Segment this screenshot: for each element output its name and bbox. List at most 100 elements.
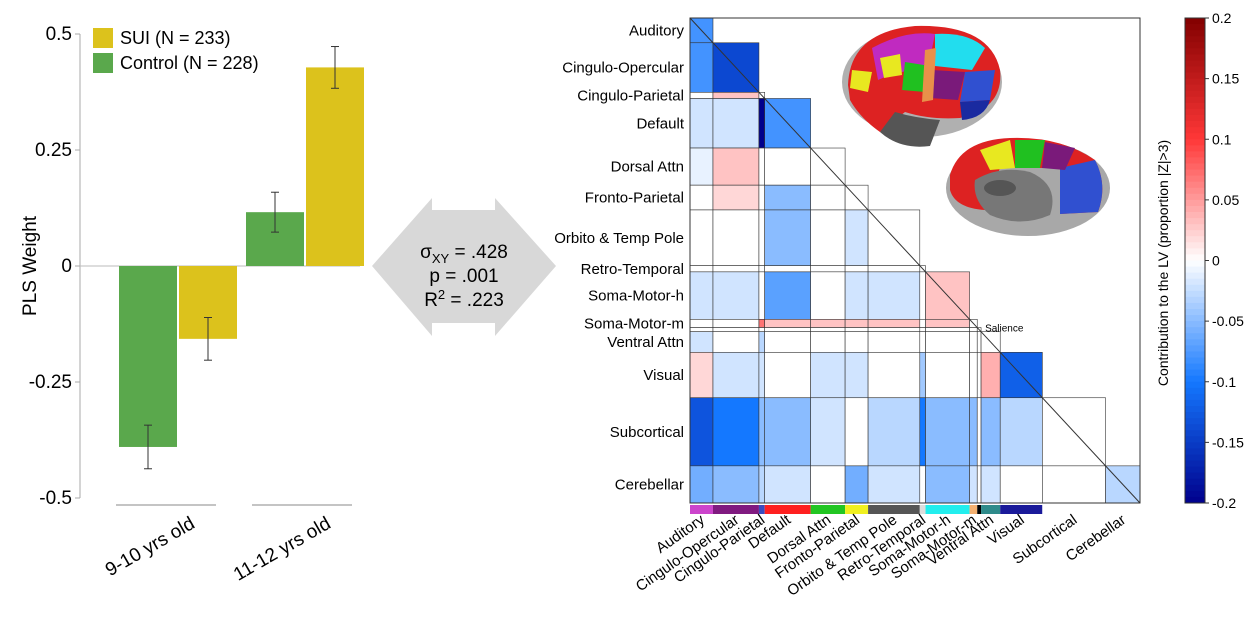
colorbar-segment xyxy=(1185,333,1205,340)
colorbar-segment xyxy=(1185,163,1205,171)
heatmap-cell xyxy=(758,352,765,399)
colorbar-segment xyxy=(1185,309,1205,316)
heatmap-cell xyxy=(712,184,760,211)
colorbar-segment xyxy=(1185,212,1205,219)
heatmap-cell xyxy=(925,352,970,399)
colorbar-segment xyxy=(1185,260,1205,268)
network-color-swatch xyxy=(925,505,970,514)
heatmap-cell xyxy=(976,465,982,504)
heatmap-cell xyxy=(758,209,765,266)
colorbar-segment xyxy=(1185,436,1205,443)
p-stat: p = .001 xyxy=(429,266,498,287)
colorbar-segment xyxy=(1185,127,1205,134)
bar-chart: PLS Weight 0.5 0.25 0 -0.25 -0.5 9-10 yrs ol… xyxy=(20,24,364,586)
heatmap-cell xyxy=(712,271,760,320)
colorbar-segment xyxy=(1185,18,1205,25)
heatmap-cell xyxy=(925,327,970,333)
colorbar-segment xyxy=(1185,327,1205,334)
colorbar-tick-label: 0.05 xyxy=(1212,192,1239,208)
colorbar-segment xyxy=(1185,30,1205,37)
heatmap-cell xyxy=(980,397,1001,467)
heatmap-grid xyxy=(689,17,1141,504)
heatmap-cell xyxy=(810,352,846,399)
heatmap-cell xyxy=(689,91,714,99)
colorbar-segment xyxy=(1185,60,1205,67)
heatmap-cell xyxy=(689,271,714,320)
heatmap-cell xyxy=(758,465,765,504)
colorbar-segment xyxy=(1185,478,1205,486)
heatmap-cell xyxy=(689,327,714,333)
sigma-value: = .428 xyxy=(449,242,508,263)
heatmap-cell xyxy=(867,271,921,320)
heatmap-cell xyxy=(764,327,811,333)
colorbar-segment xyxy=(1185,175,1205,183)
colorbar-segment xyxy=(1185,224,1205,231)
colorbar-segment xyxy=(1185,496,1205,504)
heatmap-cell xyxy=(758,184,765,211)
heatmap-cell xyxy=(689,184,714,211)
colorbar-segment xyxy=(1185,357,1205,365)
colorbar-segment xyxy=(1185,345,1205,352)
network-color-swatch xyxy=(810,505,846,514)
brain-lateral-image xyxy=(842,25,1002,147)
heatmap-cell xyxy=(810,209,846,266)
colorbar-segment xyxy=(1185,387,1205,395)
r2-superscript: 2 xyxy=(438,287,445,302)
heatmap-cell xyxy=(689,147,714,186)
colorbar-segment xyxy=(1185,302,1205,310)
heatmap-cell xyxy=(999,465,1043,504)
heatmap-cell xyxy=(999,397,1043,467)
network-color-swatch xyxy=(764,505,811,514)
heatmap-cell xyxy=(844,265,869,273)
legend-swatch xyxy=(93,53,113,73)
colorbar-segment xyxy=(1185,157,1205,164)
colorbar-segment xyxy=(1185,42,1205,49)
heatmap-cell xyxy=(689,352,714,399)
heatmap-row-label: Cingulo-Parietal xyxy=(577,87,684,104)
colorbar-segment xyxy=(1185,248,1205,255)
heatmap-cell xyxy=(758,147,765,186)
heatmap-cell xyxy=(764,184,811,211)
heatmap-cell xyxy=(867,465,921,504)
bar xyxy=(306,67,364,267)
heatmap-cell xyxy=(764,271,811,320)
heatmap-cell xyxy=(758,327,765,333)
heatmap-cell xyxy=(712,147,760,186)
y-axis-label: PLS Weight xyxy=(20,215,41,316)
heatmap-cell xyxy=(712,327,760,333)
colorbar-segment xyxy=(1185,484,1205,492)
heatmap-cell xyxy=(919,352,926,399)
heatmap-cell xyxy=(810,265,846,273)
colorbar-segment xyxy=(1185,145,1205,152)
heatmap-cell xyxy=(764,331,811,353)
colorbar-segment xyxy=(1185,139,1205,146)
heatmap-cell xyxy=(867,319,921,328)
colorbar-segment xyxy=(1185,36,1205,43)
colorbar-segment xyxy=(1185,54,1205,61)
heatmap-cell xyxy=(969,352,978,399)
heatmap-cell xyxy=(844,465,869,504)
heatmap-cell xyxy=(689,265,714,273)
heatmap-cell xyxy=(980,465,1001,504)
heatmap-cell xyxy=(810,331,846,353)
heatmap-cell xyxy=(712,98,760,149)
colorbar-segment xyxy=(1185,381,1205,389)
colorbar-segment xyxy=(1185,363,1205,371)
network-color-swatch xyxy=(977,505,982,514)
heatmap-cell xyxy=(764,147,811,186)
heatmap-cell xyxy=(689,465,714,504)
colorbar-segment xyxy=(1185,315,1205,322)
colorbar-segment xyxy=(1185,102,1205,110)
colorbar-segment xyxy=(1185,472,1205,480)
heatmap-cell xyxy=(810,465,846,504)
heatmap-cell xyxy=(758,331,765,353)
heatmap-cell xyxy=(758,397,765,467)
heatmap-cell xyxy=(919,331,926,353)
colorbar-segment xyxy=(1185,430,1205,437)
heatmap-cell xyxy=(969,465,978,504)
heatmap-cell xyxy=(844,327,869,333)
heatmap-cell xyxy=(810,319,846,328)
heatmap-row-label: Cerebellar xyxy=(615,476,684,493)
heatmap-cell xyxy=(712,465,760,504)
